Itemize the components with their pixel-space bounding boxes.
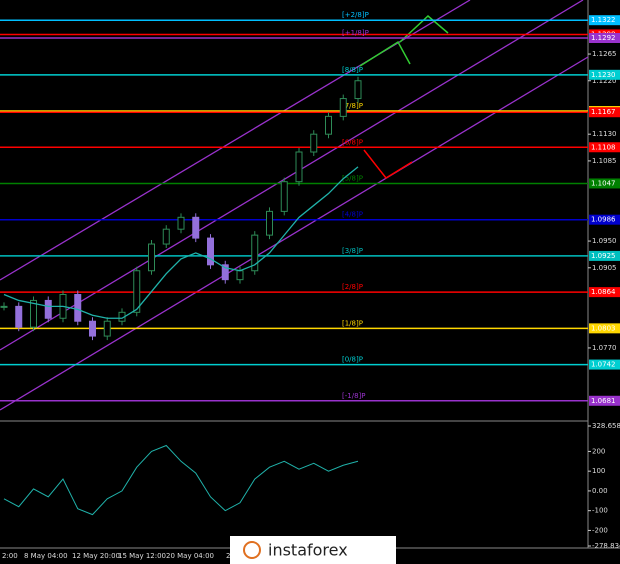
candle: [325, 115, 332, 135]
candle: [177, 216, 185, 230]
x-tick-label: 2:00: [2, 552, 18, 560]
y-tick-label: 1.0905: [592, 264, 617, 272]
candle: [310, 133, 318, 153]
plot: 1.1265 1.1220 1.1130 1.1085 1.0950 1.0905 1.07…: [0, 11, 620, 560]
candle: [44, 299, 52, 319]
level-name: [0/8]P: [342, 356, 363, 364]
level-label: 1.1047: [591, 179, 616, 187]
y-tick-label: 1.1265: [592, 50, 617, 58]
cci-tick-label: 100: [592, 467, 605, 475]
level-label: 1.1108: [591, 143, 616, 151]
level-name: [-1/8]P: [342, 392, 365, 400]
watermark-logo: [243, 541, 261, 559]
level-name: [2/8]P: [342, 283, 363, 291]
level-tag: [589, 107, 620, 118]
x-tick-label: 8 May 04:00: [24, 552, 68, 560]
candle: [339, 98, 347, 117]
y-tick-label: 1.1220: [592, 77, 617, 85]
level-name: [5/8]P: [342, 174, 363, 182]
arrow: [399, 14, 449, 43]
forecast-arrows: [359, 14, 449, 179]
level-name: [3/8]P: [342, 247, 363, 255]
candle: [15, 305, 23, 328]
candle: [89, 320, 96, 337]
level-tag: [589, 395, 620, 406]
candle: [148, 243, 155, 272]
level-name: [+2/8]P: [342, 11, 369, 19]
level-label: 1.1292: [591, 34, 616, 42]
level-tag: [589, 178, 620, 189]
y-tick-label: 1.1085: [592, 157, 617, 165]
level-tag: [589, 214, 620, 225]
level-name: [7/8]P: [342, 102, 363, 110]
candle: [354, 80, 362, 100]
candle: [266, 210, 273, 236]
level-tag: [589, 69, 620, 80]
candle: [133, 270, 141, 313]
arrow: [359, 40, 411, 67]
x-tick-label: 15 May 12:00: [118, 552, 166, 560]
level-label: 1.0803: [591, 324, 616, 332]
cci-tick-label: 0.00: [592, 487, 608, 495]
level-label: 1.0986: [591, 216, 616, 224]
level-name: [+1/8]P: [342, 29, 369, 37]
candle: [207, 237, 214, 266]
level-tag: [589, 250, 620, 261]
level-tag: [589, 359, 620, 370]
candle: [295, 151, 303, 183]
arrow: [363, 149, 413, 179]
level-name: [4/8]P: [342, 211, 363, 219]
moving-average: [3, 166, 359, 319]
level-tag: [589, 33, 620, 43]
cci-tick-label: -200: [592, 526, 608, 534]
level-name: [6/8]P: [342, 138, 363, 146]
cci-tick-label: -278.834: [592, 542, 620, 550]
channel-lower: [0, 56, 589, 411]
x-tick-label: 12 May 20:00: [72, 552, 120, 560]
level-label: 1.1230: [591, 71, 616, 79]
y-tick-label: 1.1130: [592, 130, 617, 138]
y-tick-label: 1.0770: [592, 344, 617, 352]
y-tick-label: 1.0950: [592, 237, 617, 245]
x-tick-label: 20 May 04:00: [166, 552, 214, 560]
level-label: 1.0742: [591, 361, 616, 369]
candle: [251, 234, 259, 272]
candle: [103, 320, 111, 337]
level-tag: [589, 287, 620, 298]
cci-line: [3, 444, 359, 516]
candle: [236, 270, 244, 281]
level-tag: [589, 15, 620, 26]
level-label: 1.0864: [591, 288, 616, 296]
level-label: 1.0925: [591, 252, 616, 260]
candle: [280, 181, 288, 212]
level-name: [8/8]P: [342, 66, 363, 74]
cci-tick-label: 328.6586: [592, 422, 620, 430]
cci-tick-label: 200: [592, 447, 605, 455]
level-label: 1.1167: [591, 108, 616, 116]
candle: [162, 228, 170, 245]
level-name: [1/8]P: [342, 319, 363, 327]
level-label: 1.0681: [591, 397, 616, 405]
level-label: 1.1322: [591, 16, 616, 24]
candle: [221, 264, 229, 281]
candle: [30, 299, 37, 328]
level-tag: [589, 323, 620, 334]
candle: [0, 305, 8, 308]
watermark-box: [230, 536, 396, 564]
level-tag: [589, 142, 620, 153]
candle: [74, 294, 82, 322]
watermark: instaforex: [268, 541, 348, 560]
cci-tick-label: -100: [592, 507, 608, 515]
candle: [192, 216, 200, 239]
